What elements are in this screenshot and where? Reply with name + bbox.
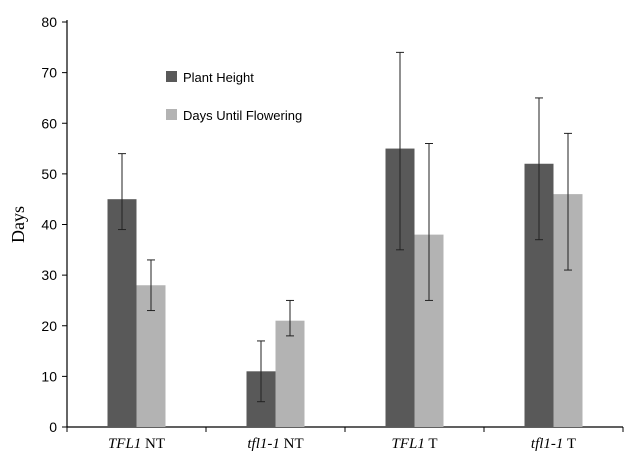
plot-area: 0 10 20 30 40 50 60 70 80 TFL1 NT tfl1-1 NT TFL1 T t… [41,14,624,452]
bar-plant-height [107,199,137,427]
legend-swatch-plant-height [166,71,177,82]
legend-swatch-days-until-flowering [166,109,177,120]
y-tick-label: 30 [41,267,57,283]
y-tick-label: 0 [49,419,57,435]
legend-label-days-until-flowering: Days Until Flowering [183,108,302,123]
x-category-label: tfl1-1 T [531,436,576,452]
y-tick-label: 10 [41,368,57,384]
y-tick-label: 20 [41,318,57,334]
y-tick-label: 60 [41,115,57,131]
y-tick-label: 50 [41,166,57,182]
y-tick-label: 40 [41,217,57,233]
x-category-label: TFL1 T [391,436,437,452]
bar-days-until-flowering [275,320,305,427]
y-tick-label: 70 [41,65,57,81]
legend: Plant Height Days Until Flowering [166,70,302,123]
y-axis-label: Days [8,206,28,243]
legend-label-plant-height: Plant Height [183,70,254,85]
y-tick-label: 80 [41,14,57,30]
x-category-label: TFL1 NT [108,436,165,452]
x-category-label: tfl1-1 NT [247,436,303,452]
